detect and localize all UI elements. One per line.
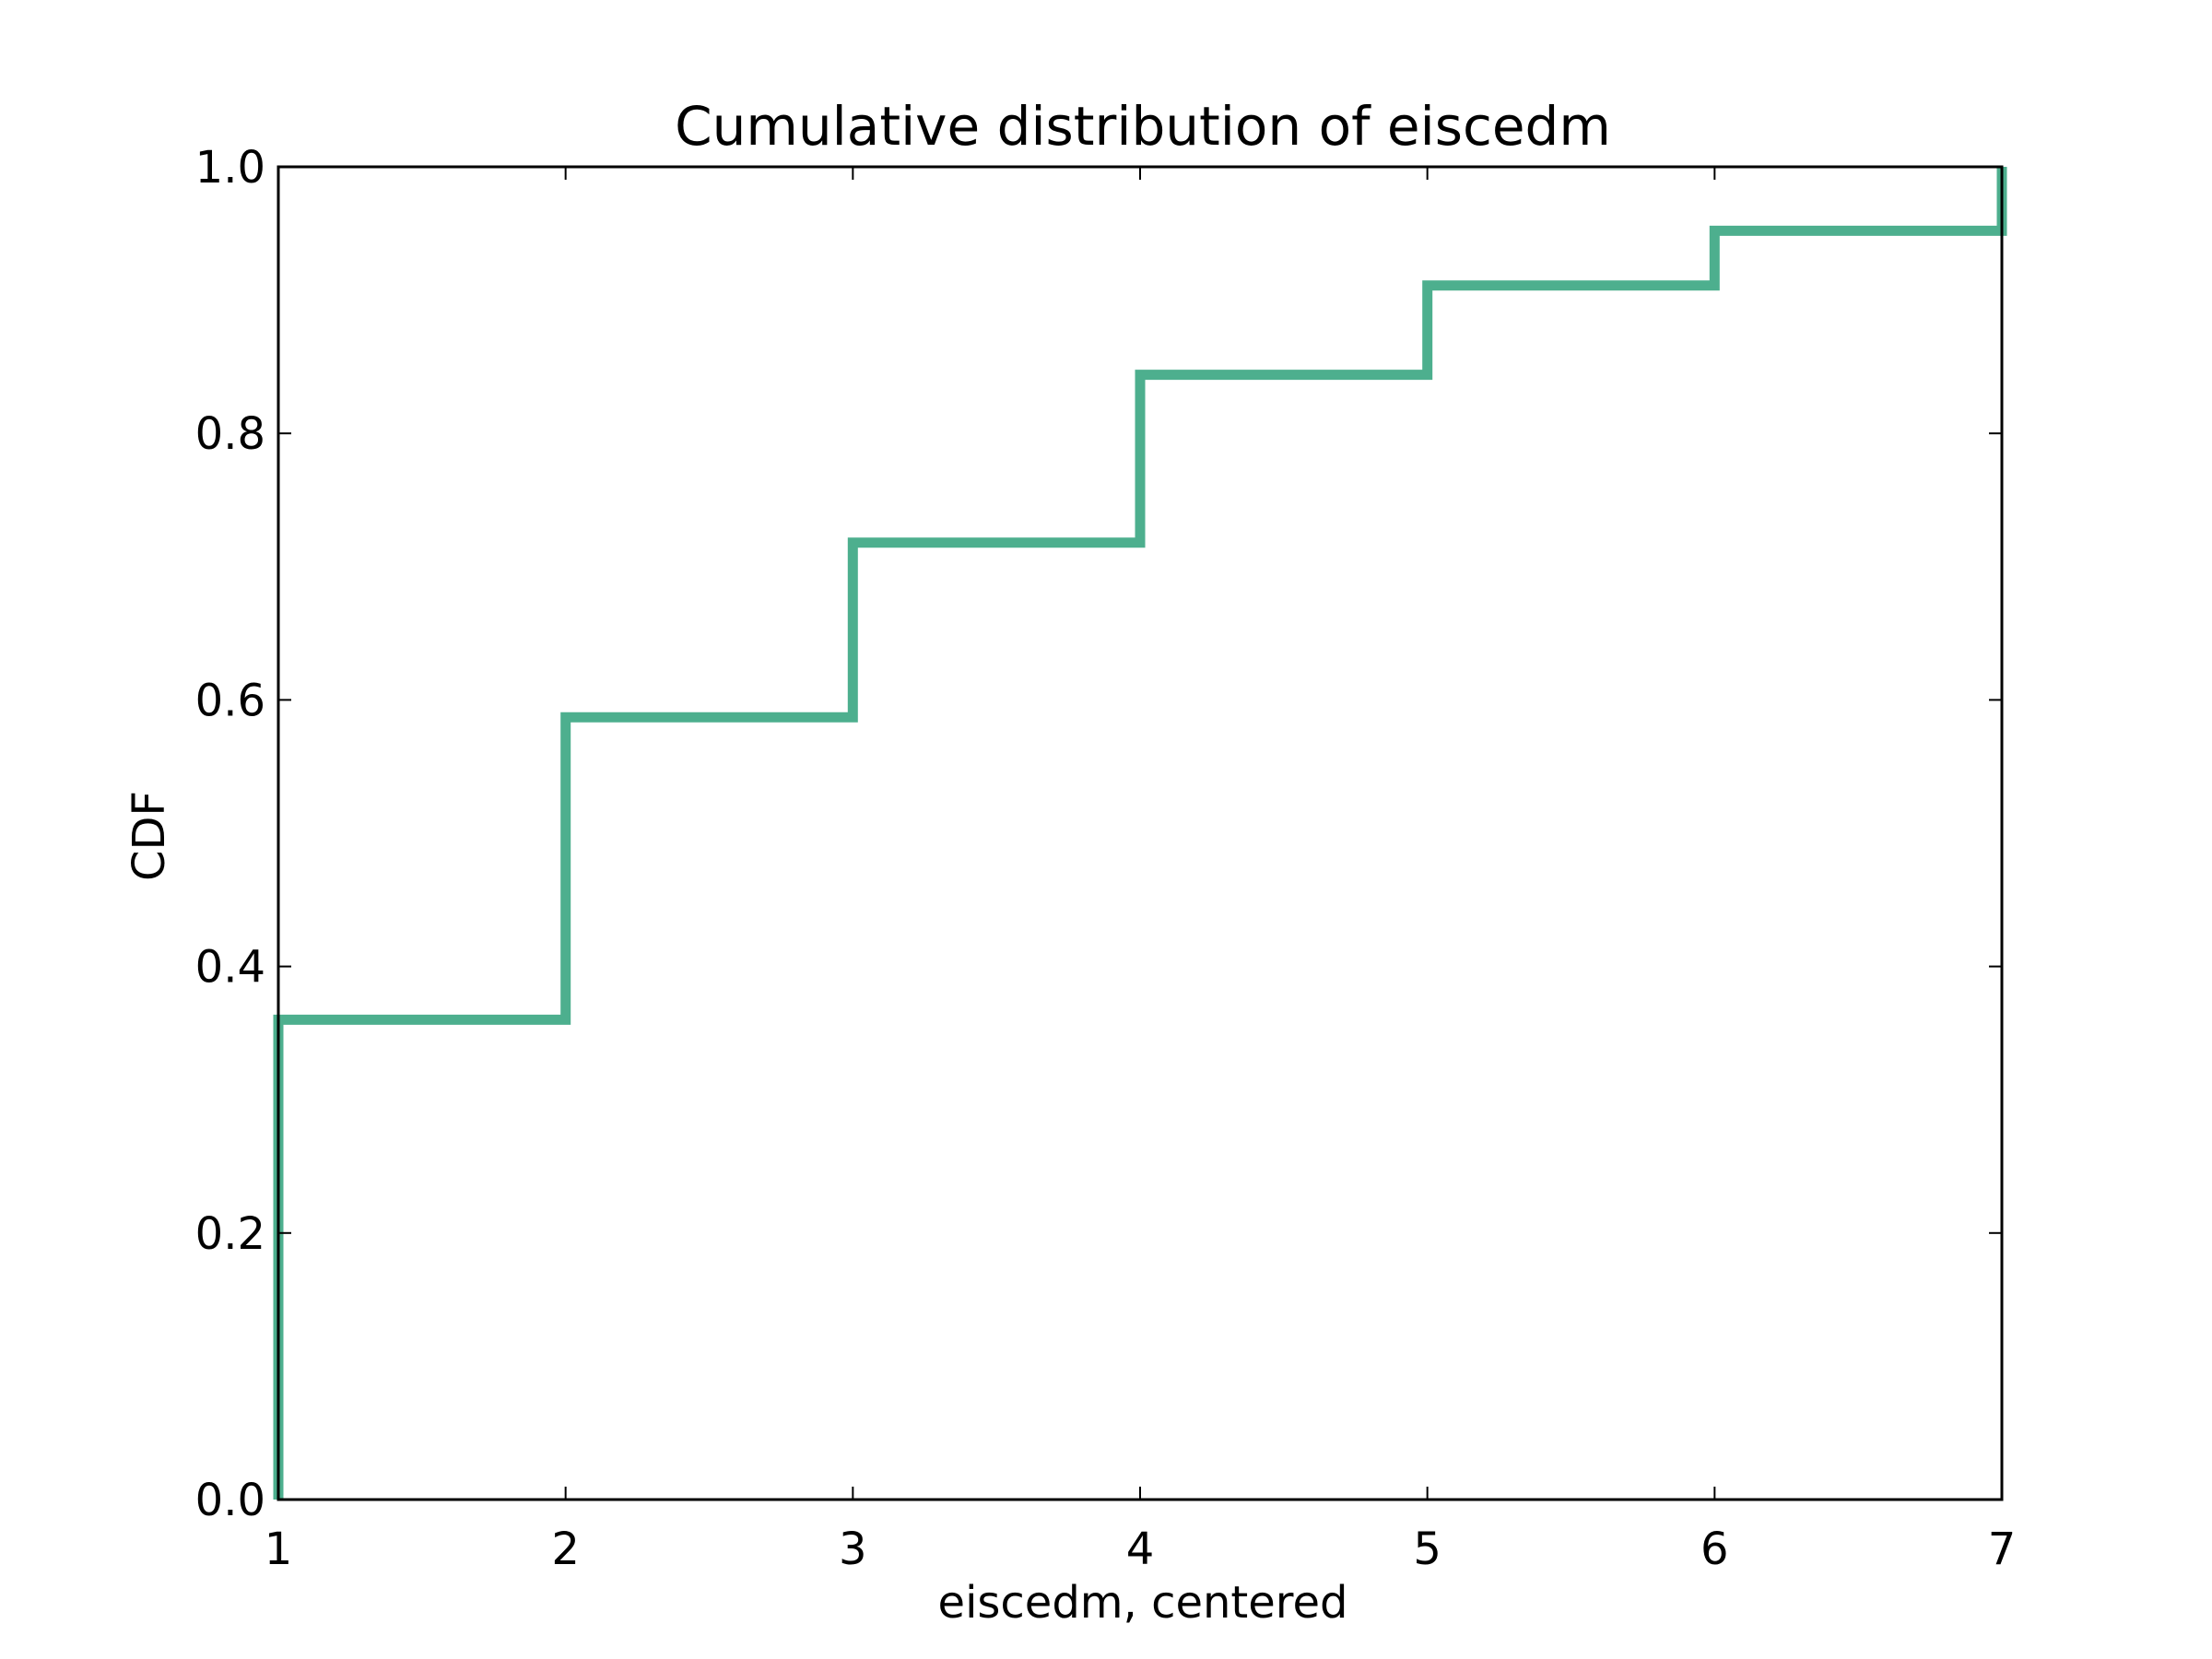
y-axis-label: CDF bbox=[124, 791, 175, 881]
chart-title: Cumulative distribution of eiscedm bbox=[675, 95, 1611, 158]
x-tick-label: 3 bbox=[839, 1524, 867, 1575]
y-tick-label: 0.8 bbox=[195, 408, 265, 460]
y-tick-label: 0.6 bbox=[195, 675, 265, 726]
x-tick-label: 5 bbox=[1413, 1524, 1441, 1575]
y-tick-label: 0.0 bbox=[195, 1475, 265, 1526]
x-tick-label: 2 bbox=[551, 1524, 580, 1575]
y-tick-label: 0.2 bbox=[195, 1208, 265, 1260]
x-tick-label: 1 bbox=[265, 1524, 293, 1575]
cdf-step-line bbox=[273, 167, 2007, 1500]
x-axis-label: eiscedm, centered bbox=[938, 1577, 1348, 1629]
axes-frame bbox=[276, 165, 2004, 1501]
x-tick-label: 7 bbox=[1988, 1524, 2017, 1575]
y-tick-label: 1.0 bbox=[195, 142, 265, 194]
x-tick-label: 4 bbox=[1126, 1524, 1155, 1575]
plot-area: 1 2 3 4 5 6 7 0.0 0.2 0.4 0.6 0.8 1.0 bbox=[195, 142, 2017, 1575]
y-tick-label: 0.4 bbox=[195, 942, 265, 994]
x-tick-label: 6 bbox=[1700, 1524, 1729, 1575]
